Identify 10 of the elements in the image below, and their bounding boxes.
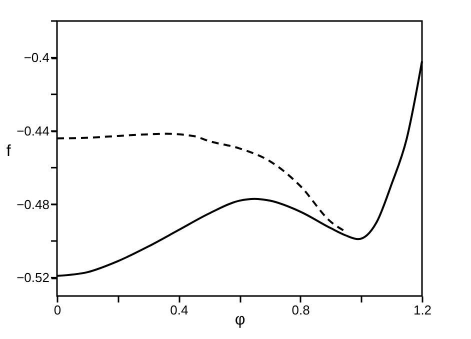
y-tick-label: −0.4	[24, 50, 50, 66]
y-axis-title: f	[6, 143, 12, 160]
x-axis-title: φ	[234, 312, 246, 328]
y-tick-label: −0.52	[16, 270, 50, 286]
y-tick-label: −0.48	[16, 196, 50, 212]
x-tick-label: 0	[54, 302, 62, 318]
x-tick-label: 0.4	[170, 302, 188, 318]
y-tick-label: −0.44	[16, 124, 50, 138]
x-tick-label: 1.2	[413, 302, 432, 318]
x-tick-label: 0.8	[292, 302, 310, 318]
